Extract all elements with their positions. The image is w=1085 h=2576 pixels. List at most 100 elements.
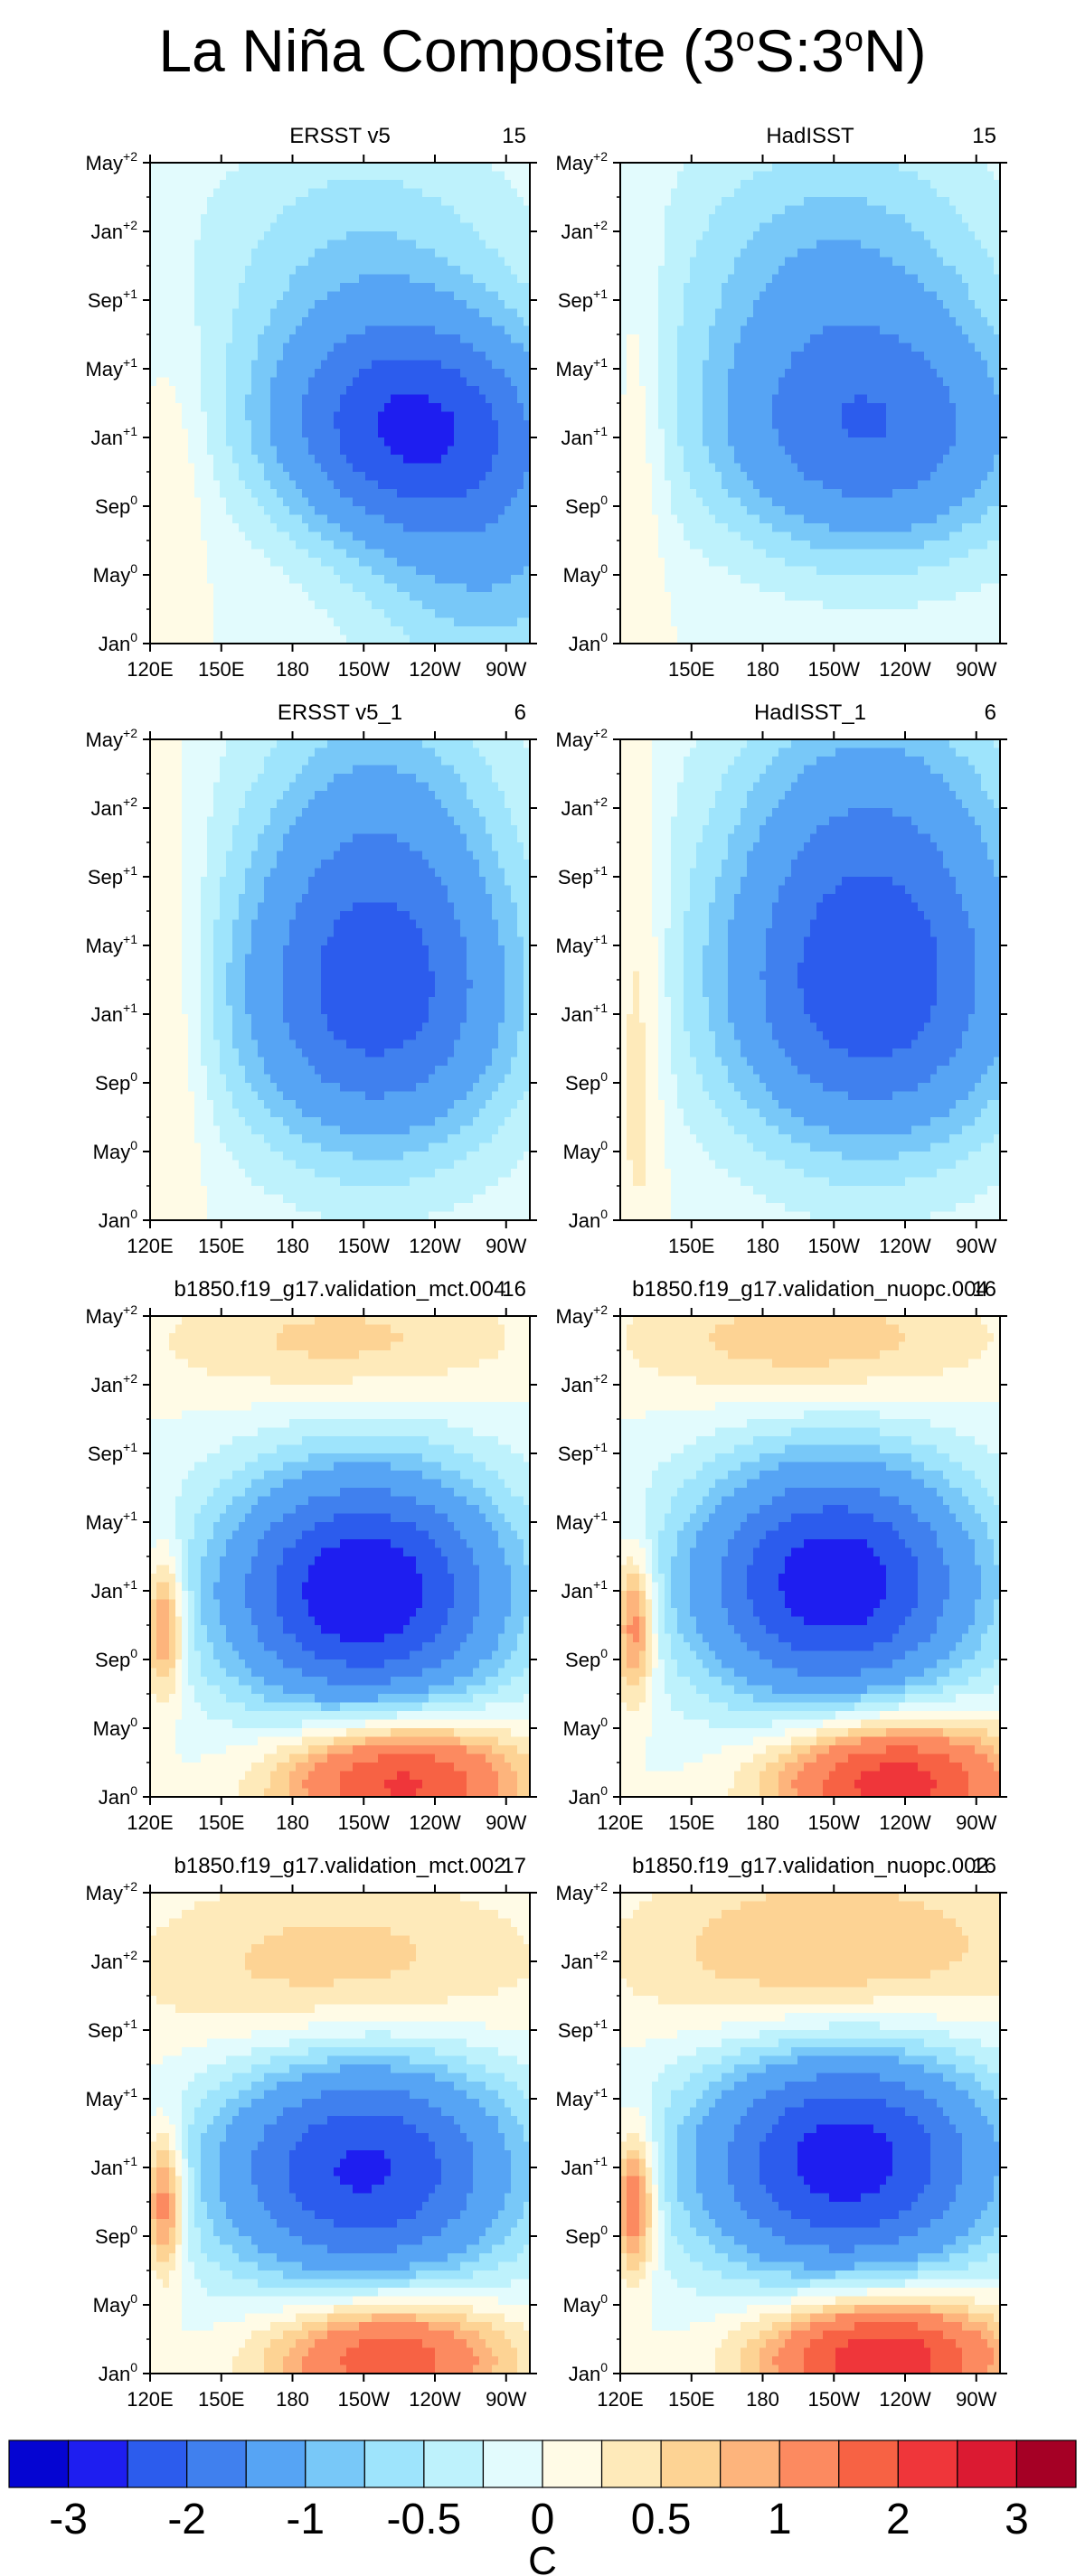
field-cell bbox=[639, 257, 646, 267]
field-cell bbox=[169, 617, 176, 627]
field-cell bbox=[365, 558, 373, 568]
field-cell bbox=[460, 163, 467, 173]
field-cell bbox=[207, 197, 214, 207]
field-cell bbox=[441, 411, 448, 421]
field-cell bbox=[422, 222, 429, 232]
field-cell bbox=[524, 180, 530, 190]
field-cell bbox=[220, 549, 227, 559]
field-cell bbox=[378, 514, 385, 524]
field-cell bbox=[460, 266, 467, 276]
field-cell bbox=[441, 455, 448, 465]
field-cell bbox=[232, 523, 240, 533]
field-cell bbox=[684, 308, 691, 318]
field-cell bbox=[791, 197, 798, 207]
field-cell bbox=[334, 480, 341, 490]
field-cell bbox=[232, 514, 240, 524]
field-cell bbox=[956, 343, 963, 353]
field-cell bbox=[169, 188, 176, 198]
field-cell bbox=[728, 317, 735, 327]
field-cell bbox=[429, 231, 436, 241]
field-cell bbox=[296, 437, 303, 447]
field-cell bbox=[486, 549, 493, 559]
field-cell bbox=[962, 283, 969, 293]
field-cell bbox=[994, 171, 1000, 181]
field-cell bbox=[899, 308, 906, 318]
field-cell bbox=[892, 249, 900, 259]
field-cell bbox=[308, 180, 316, 190]
field-cell bbox=[188, 583, 195, 593]
field-cell bbox=[848, 180, 855, 190]
field-cell bbox=[220, 514, 227, 524]
field-cell bbox=[460, 541, 467, 550]
field-cell bbox=[232, 549, 240, 559]
field-cell bbox=[359, 325, 366, 335]
field-cell bbox=[245, 558, 252, 568]
field-cell bbox=[397, 231, 404, 241]
field-cell bbox=[283, 214, 290, 224]
field-cell bbox=[182, 420, 189, 430]
field-cell bbox=[741, 205, 748, 215]
field-cell bbox=[150, 549, 157, 559]
field-cell bbox=[422, 514, 429, 524]
field-cell bbox=[498, 592, 505, 602]
field-cell bbox=[372, 514, 379, 524]
field-cell bbox=[842, 205, 849, 215]
field-cell bbox=[620, 222, 627, 232]
field-cell bbox=[861, 214, 868, 224]
field-cell bbox=[308, 197, 316, 207]
field-cell bbox=[492, 411, 499, 421]
field-cell bbox=[163, 583, 170, 593]
field-cell bbox=[778, 308, 786, 318]
field-cell bbox=[747, 369, 754, 379]
field-cell bbox=[372, 558, 379, 568]
field-cell bbox=[258, 420, 265, 430]
field-cell bbox=[646, 188, 653, 198]
field-cell bbox=[188, 343, 195, 353]
field-cell bbox=[524, 506, 530, 516]
field-cell bbox=[201, 566, 208, 576]
field-cell bbox=[232, 480, 240, 490]
field-cell bbox=[207, 411, 214, 421]
field-cell bbox=[220, 575, 227, 585]
field-cell bbox=[956, 205, 963, 215]
field-cell bbox=[728, 197, 735, 207]
field-cell bbox=[498, 617, 505, 627]
field-cell bbox=[873, 205, 881, 215]
field-cell bbox=[264, 617, 271, 627]
field-cell bbox=[239, 300, 246, 310]
field-cell bbox=[498, 626, 505, 636]
field-cell bbox=[150, 300, 157, 310]
field-cell bbox=[391, 180, 398, 190]
field-cell bbox=[315, 403, 322, 413]
field-cell bbox=[302, 575, 309, 585]
field-cell bbox=[422, 480, 429, 490]
field-cell bbox=[924, 283, 931, 293]
field-cell bbox=[620, 231, 627, 241]
field-cell bbox=[365, 626, 373, 636]
field-cell bbox=[441, 317, 448, 327]
field-cell bbox=[949, 163, 957, 173]
field-cell bbox=[321, 514, 328, 524]
field-cell bbox=[378, 472, 385, 482]
field-cell bbox=[296, 249, 303, 259]
field-cell bbox=[207, 575, 214, 585]
field-cell bbox=[175, 214, 183, 224]
field-cell bbox=[346, 163, 354, 173]
field-cell bbox=[899, 257, 906, 267]
field-cell bbox=[182, 222, 189, 232]
field-cell bbox=[460, 506, 467, 516]
field-cell bbox=[511, 411, 518, 421]
field-cell bbox=[620, 283, 627, 293]
field-cell bbox=[690, 163, 697, 173]
field-cell bbox=[517, 420, 524, 430]
field-cell bbox=[169, 592, 176, 602]
field-cell bbox=[620, 214, 627, 224]
field-cell bbox=[213, 171, 221, 181]
field-cell bbox=[791, 274, 798, 284]
field-cell bbox=[848, 257, 855, 267]
field-cell bbox=[353, 497, 360, 507]
field-cell bbox=[454, 455, 461, 465]
field-cell bbox=[315, 566, 322, 576]
field-cell bbox=[665, 274, 672, 284]
field-cell bbox=[511, 558, 518, 568]
